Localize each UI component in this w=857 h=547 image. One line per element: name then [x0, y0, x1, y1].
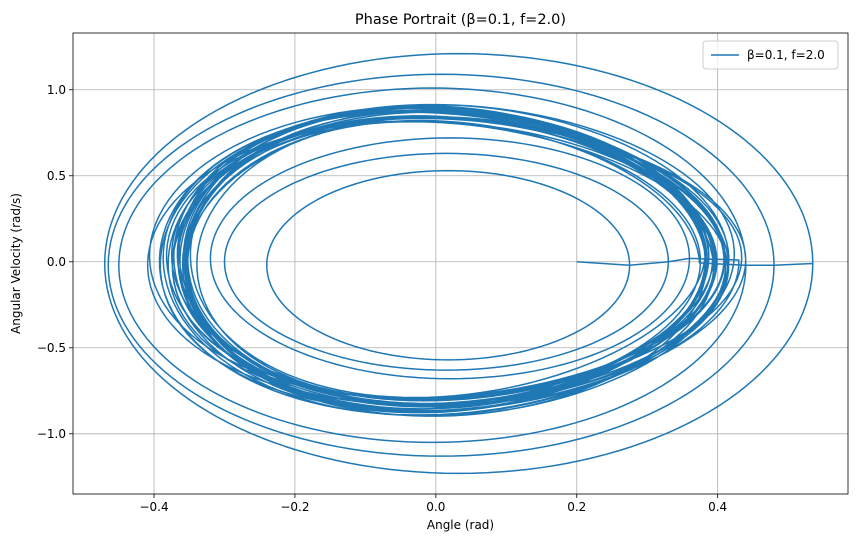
x-tick-label: 0.2 [567, 500, 586, 514]
grid-lines [73, 33, 848, 494]
y-tick-label: −0.5 [37, 341, 66, 355]
legend-box [702, 40, 839, 70]
y-tick-label: 0.0 [47, 255, 66, 269]
x-tick-label: 0.0 [426, 500, 445, 514]
plot-area [103, 52, 814, 475]
y-tick-label: −1.0 [37, 427, 66, 441]
chart-title: Phase Portrait (β=0.1, f=2.0) [355, 12, 566, 28]
x-tick-label: −0.4 [139, 500, 168, 514]
axis-ticks: −0.4 −0.2 0.0 0.2 0.4 −1.0 −0.5 0.0 0.5 1.0 [37, 83, 727, 514]
y-tick-label: 0.5 [47, 169, 66, 183]
legend-label: β=0.1, f=2.0 [747, 48, 825, 62]
axes-frame [72, 32, 849, 495]
x-axis-label: Angle (rad) [427, 518, 494, 532]
y-axis-label: Angular Velocity (rad/s) [9, 193, 23, 334]
series-line-beta-0.1-f-2.0 [103, 52, 814, 475]
x-tick-label: −0.2 [280, 500, 309, 514]
y-tick-label: 1.0 [47, 83, 66, 97]
legend: β=0.1, f=2.0 [702, 40, 839, 70]
x-tick-label: 0.4 [708, 500, 727, 514]
